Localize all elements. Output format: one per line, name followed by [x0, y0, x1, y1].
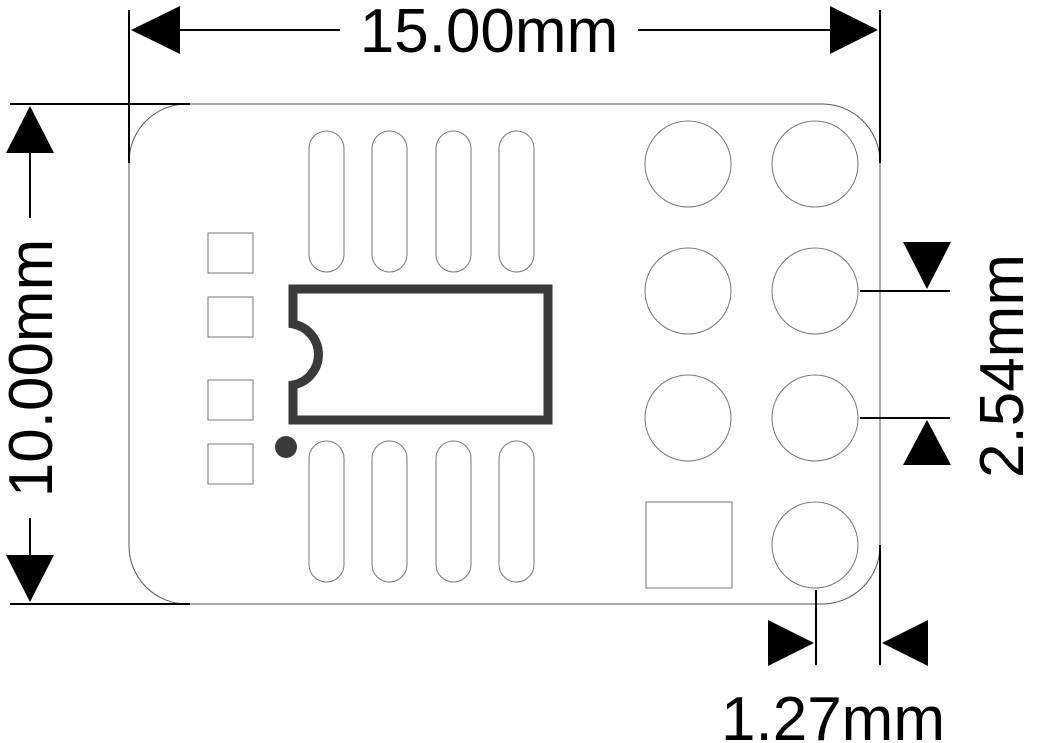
arrowhead: [6, 106, 54, 153]
arrowhead: [903, 242, 951, 289]
width-label: 15.00mm: [360, 0, 618, 66]
soic-pad: [435, 440, 472, 583]
height-label: 10.00mm: [0, 239, 66, 497]
arrowhead: [882, 620, 928, 666]
arrowhead: [768, 620, 814, 666]
ic-silkscreen-outline: [288, 284, 553, 425]
header-hole: [771, 374, 859, 462]
header-hole: [644, 247, 732, 335]
board-outline: [128, 103, 881, 605]
smd-pad: [207, 296, 254, 338]
height-dimension: [6, 103, 190, 605]
smd-square-pads: [207, 232, 254, 485]
soic-pad: [371, 440, 408, 583]
square-pad: [645, 501, 733, 589]
smd-pad: [207, 232, 254, 274]
arrowhead: [131, 6, 180, 54]
header-hole: [771, 247, 859, 335]
smd-pad: [207, 443, 254, 485]
pin1-marker-dot: [275, 436, 297, 458]
arrowhead: [903, 420, 951, 465]
edge-offset-label: 1.27mm: [721, 685, 945, 743]
soic-pads-bottom: [308, 440, 535, 583]
smd-pad: [207, 379, 254, 421]
header-hole: [771, 501, 859, 589]
soic-pad: [435, 130, 472, 273]
width-dimension: [128, 6, 881, 163]
soic-pad: [371, 130, 408, 273]
soic-pad: [308, 130, 345, 273]
header-hole: [771, 120, 859, 208]
arrowhead: [830, 6, 878, 54]
soic-pad: [498, 440, 535, 583]
pitch-dimension: [860, 242, 951, 465]
header-holes: [644, 120, 859, 589]
header-hole: [644, 374, 732, 462]
soic-pad: [308, 440, 345, 583]
soic-pad: [498, 130, 535, 273]
header-hole: [644, 120, 732, 208]
arrowhead: [6, 555, 54, 602]
pitch-label: 2.54mm: [968, 254, 1037, 478]
edge-offset-dimension: [768, 545, 928, 666]
soic-pads-top: [308, 130, 535, 273]
